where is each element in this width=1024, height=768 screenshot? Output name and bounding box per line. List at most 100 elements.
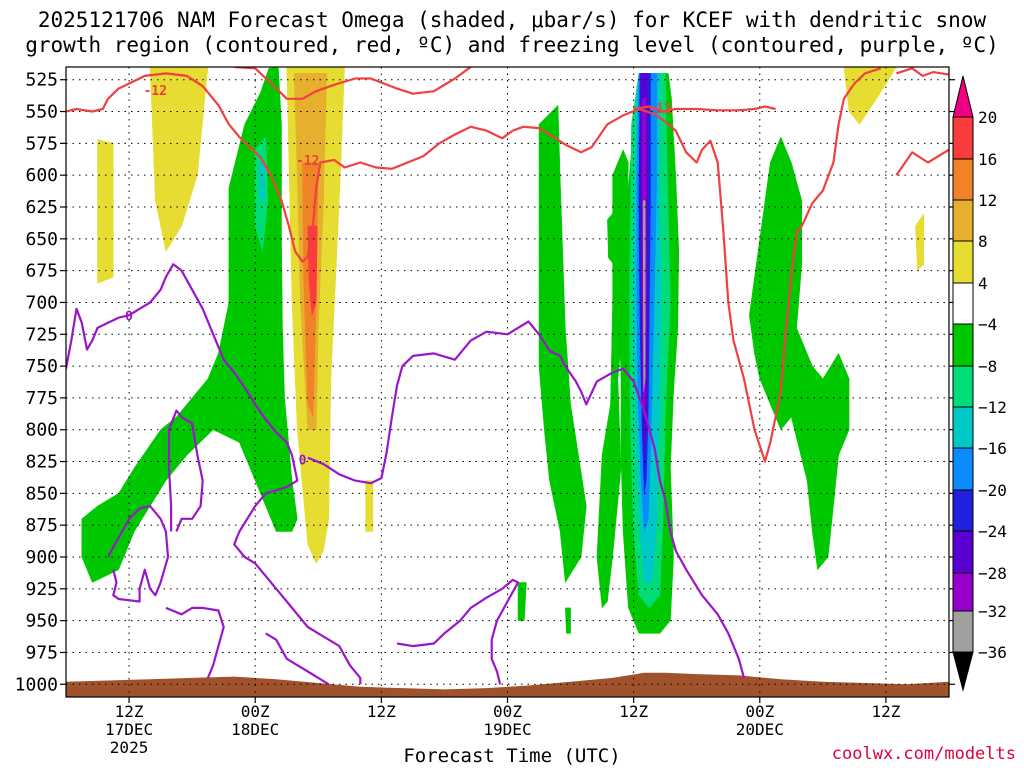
colorbar-bin <box>952 489 974 532</box>
y-tick-label: 950 <box>25 611 58 632</box>
freezing-contour-3 <box>167 409 204 532</box>
colorbar-bin <box>952 240 974 284</box>
x-tick-label: 00Z <box>493 702 522 721</box>
site-credit: coolwx.com/modelts <box>831 744 1016 764</box>
omega-shading <box>81 67 925 634</box>
colorbar-bin <box>952 447 974 491</box>
y-tick-label: 800 <box>25 420 58 441</box>
colorbar-bin <box>952 651 974 692</box>
omega-region-0 <box>149 67 209 253</box>
freezing-contour-1 <box>307 320 746 679</box>
freezing-contour-2 <box>107 505 170 603</box>
colorbar-label: 20 <box>978 108 997 127</box>
omega-region-25 <box>607 212 614 266</box>
colorbar-label: 12 <box>978 191 997 210</box>
chart-title-line1: 2025121706 NAM Forecast Omega (shaded, μ… <box>37 8 987 32</box>
x-tick-label: 12Z <box>619 702 648 721</box>
y-tick-label: 625 <box>25 197 58 218</box>
omega-region-6 <box>365 480 374 532</box>
y-tick-label: 700 <box>25 292 58 313</box>
colorbar-label: −32 <box>978 602 1007 621</box>
colorbar-bin <box>952 75 974 118</box>
y-tick-label: 900 <box>25 547 58 568</box>
y-tick-label: 925 <box>25 579 58 600</box>
colorbar-bin <box>952 572 974 612</box>
y-tick-label: 775 <box>25 388 58 409</box>
dgz-contour-4 <box>895 148 949 176</box>
freezing-contour-5 <box>265 632 330 686</box>
omega-region-8 <box>915 212 925 272</box>
colorbar-bin <box>952 158 974 201</box>
freezing-contour-4 <box>165 606 225 679</box>
x-tick-label: 2025 <box>110 738 149 757</box>
x-tick-label: 20DEC <box>736 720 784 739</box>
chart-title-line2: growth region (contoured, red, ºC) and f… <box>25 33 999 57</box>
terrain-ground <box>66 672 949 697</box>
y-tick-label: 725 <box>25 324 58 345</box>
colorbar-bin <box>952 323 974 367</box>
colorbar-bin <box>952 282 974 325</box>
dotted-grid <box>66 67 949 697</box>
y-tick-label: 550 <box>25 102 58 123</box>
x-tick-label: 18DEC <box>231 720 279 739</box>
freezing-contour-6 <box>396 578 520 685</box>
colorbar-bin <box>952 199 974 242</box>
omega-region-11 <box>259 162 265 201</box>
y-tick-label: 575 <box>25 133 58 154</box>
colorbar-label: −8 <box>978 357 997 376</box>
colorbar-label: −24 <box>978 522 1007 541</box>
freezing-contour-label: 0 <box>299 453 307 468</box>
x-tick-label: 12Z <box>367 702 396 721</box>
y-tick-label: 650 <box>25 229 58 250</box>
dgz-contour-2 <box>633 105 776 113</box>
colorbar-bin <box>952 610 974 653</box>
colorbar-label: 8 <box>978 232 988 251</box>
omega-region-1 <box>97 139 114 284</box>
colorbar-bin <box>952 365 974 408</box>
x-tick-label: 17DEC <box>105 720 153 739</box>
colorbar-label: −28 <box>978 564 1007 583</box>
x-tick-label: 00Z <box>241 702 270 721</box>
omega-region-7 <box>843 67 897 125</box>
ground-fill <box>66 672 949 697</box>
colorbar-label: −16 <box>978 439 1007 458</box>
y-tick-label: 600 <box>25 165 58 186</box>
y-tick-label: 1000 <box>15 674 58 695</box>
dgz-contour-label: -12 <box>648 102 671 117</box>
colorbar-label: 16 <box>978 150 997 169</box>
omega-region-23 <box>517 582 527 621</box>
pressure-axis: 525 550 575 600 625 650 675 700 725 750 775 800 825 8… <box>15 70 955 695</box>
freezing-contour-label: 0 <box>125 309 133 324</box>
colorbar-bin <box>952 530 974 574</box>
dgz-contour-3 <box>896 67 949 78</box>
y-tick-label: 850 <box>25 483 58 504</box>
x-tick-label: 12Z <box>871 702 900 721</box>
dgz-contour-label: -12 <box>296 154 319 169</box>
colorbar-label: −12 <box>978 398 1007 417</box>
contour-lines: -12 -12 -12 0 0 <box>66 67 949 686</box>
y-tick-label: 750 <box>25 356 58 377</box>
x-tick-label: 00Z <box>745 702 774 721</box>
x-tick-label: 19DEC <box>483 720 531 739</box>
colorbar-label: −4 <box>978 315 997 334</box>
omega-region-22 <box>749 136 850 571</box>
omega-region-21 <box>642 200 646 392</box>
colorbar: 20 16 12 8 4 −4 −8 −12 −16 −20 −24 −28 −32 −36 <box>952 75 1007 692</box>
dgz-contour-1 <box>234 67 472 100</box>
colorbar-bin <box>952 406 974 449</box>
colorbar-label: −36 <box>978 643 1007 662</box>
x-tick-label: 12Z <box>115 702 144 721</box>
y-tick-label: 875 <box>25 515 58 536</box>
colorbar-label: −20 <box>978 481 1007 500</box>
y-tick-label: 525 <box>25 70 58 91</box>
colorbar-label: 4 <box>978 274 988 293</box>
freezing-contour-0 <box>66 263 362 685</box>
y-tick-label: 975 <box>25 642 58 663</box>
y-tick-label: 675 <box>25 261 58 282</box>
dgz-contour-label: -12 <box>144 84 167 99</box>
y-tick-label: 825 <box>25 452 58 473</box>
dgz-contour-0 <box>66 67 882 463</box>
x-axis-label: Forecast Time (UTC) <box>403 745 621 767</box>
